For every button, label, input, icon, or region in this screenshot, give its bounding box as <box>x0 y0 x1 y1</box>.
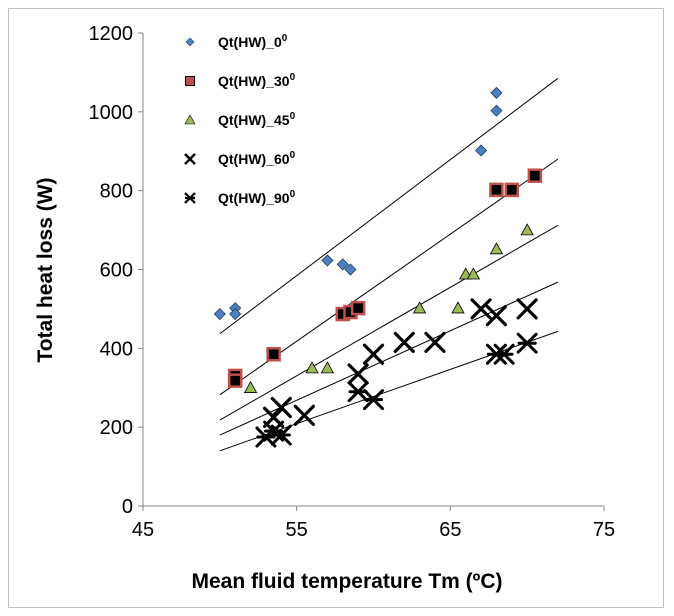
data-point-diamond <box>490 86 503 99</box>
legend-item: Qt(HW)_600 <box>184 150 296 167</box>
data-point-x <box>470 298 492 320</box>
data-point-x <box>270 396 292 419</box>
data-point-triangle <box>466 267 481 280</box>
legend-marker-triangle <box>184 114 196 125</box>
data-point-triangle <box>489 242 504 255</box>
data-point-diamond <box>344 263 357 276</box>
tick-labels: 0 200 400 600 800 1000 1200 45 55 65 75 <box>89 23 616 541</box>
data-point-x <box>293 404 315 426</box>
data-point-square <box>266 346 281 362</box>
legend-label-superscript: 0 <box>290 189 296 200</box>
x-axis-title: Mean fluid temperature Tm (ºC) <box>191 570 502 593</box>
data-point-triangle <box>305 361 319 374</box>
data-point-square <box>527 168 543 183</box>
data-point-x <box>393 331 415 354</box>
legend-marker-x <box>184 153 196 165</box>
data-point-x <box>347 363 369 385</box>
legend-item: Qt(HW)_00 <box>185 33 288 50</box>
x-tick-label: 45 <box>132 519 154 541</box>
x-tick-label: 65 <box>439 519 461 541</box>
legend-marker-square <box>185 76 195 86</box>
data-point-triangle <box>412 301 427 314</box>
legend-item: Qt(HW)_450 <box>184 111 296 128</box>
data-point-x <box>362 343 385 365</box>
trendline <box>219 224 559 421</box>
legend-item: Qt(HW)_300 <box>185 72 296 89</box>
axes <box>138 32 605 511</box>
data-markers <box>213 86 543 448</box>
data-point-diamond <box>490 104 503 117</box>
y-tick-label: 600 <box>100 260 133 282</box>
legend-label: Qt(HW)_300 <box>218 72 296 89</box>
y-tick-label: 0 <box>122 496 133 518</box>
legend-label-superscript: 0 <box>290 72 296 83</box>
legend-label: Qt(HW)_00 <box>218 33 288 50</box>
y-tick-label: 800 <box>100 181 133 203</box>
legend-label-superscript: 0 <box>290 111 296 122</box>
data-point-star <box>363 389 384 411</box>
data-point-x <box>485 305 508 327</box>
data-point-triangle <box>520 223 534 236</box>
x-tick-label: 55 <box>286 519 308 541</box>
x-tick-label: 75 <box>593 519 615 541</box>
legend-label: Qt(HW)_900 <box>218 189 296 206</box>
data-point-star <box>516 332 538 354</box>
data-point-star <box>493 343 515 365</box>
y-tick-label: 1000 <box>89 102 134 124</box>
data-point-x <box>424 331 446 354</box>
data-point-triangle <box>320 361 335 374</box>
y-tick-label: 1200 <box>89 23 134 45</box>
data-point-square <box>227 373 243 388</box>
data-point-diamond <box>229 307 242 321</box>
legend-item: Qt(HW)_900 <box>184 189 296 206</box>
data-point-square <box>489 182 504 198</box>
data-point-square <box>504 182 520 198</box>
legend-label-superscript: 0 <box>290 150 296 161</box>
data-point-x <box>516 298 538 320</box>
data-point-triangle <box>243 380 258 393</box>
data-point-diamond <box>336 258 349 271</box>
data-point-square <box>350 300 366 316</box>
data-point-diamond <box>475 144 488 157</box>
legend-label-superscript: 0 <box>282 33 288 44</box>
trendlines <box>219 77 559 452</box>
legend-label: Qt(HW)_450 <box>218 111 296 128</box>
trendline <box>219 281 559 436</box>
data-point-diamond <box>321 254 334 267</box>
legend-marker-star <box>184 192 196 204</box>
y-tick-label: 400 <box>100 338 133 360</box>
y-tick-label: 200 <box>100 417 133 439</box>
legend: Qt(HW)_00 Qt(HW)_300 Qt(HW)_450 Qt(HW)_600 Q… <box>184 33 296 206</box>
y-axis-title: Total heat loss (W) <box>34 177 57 362</box>
data-point-star <box>270 424 292 446</box>
data-point-diamond <box>213 307 226 321</box>
legend-label: Qt(HW)_600 <box>218 150 296 167</box>
data-point-triangle <box>451 301 465 314</box>
legend-marker-diamond <box>185 37 195 47</box>
trendline <box>219 77 559 335</box>
